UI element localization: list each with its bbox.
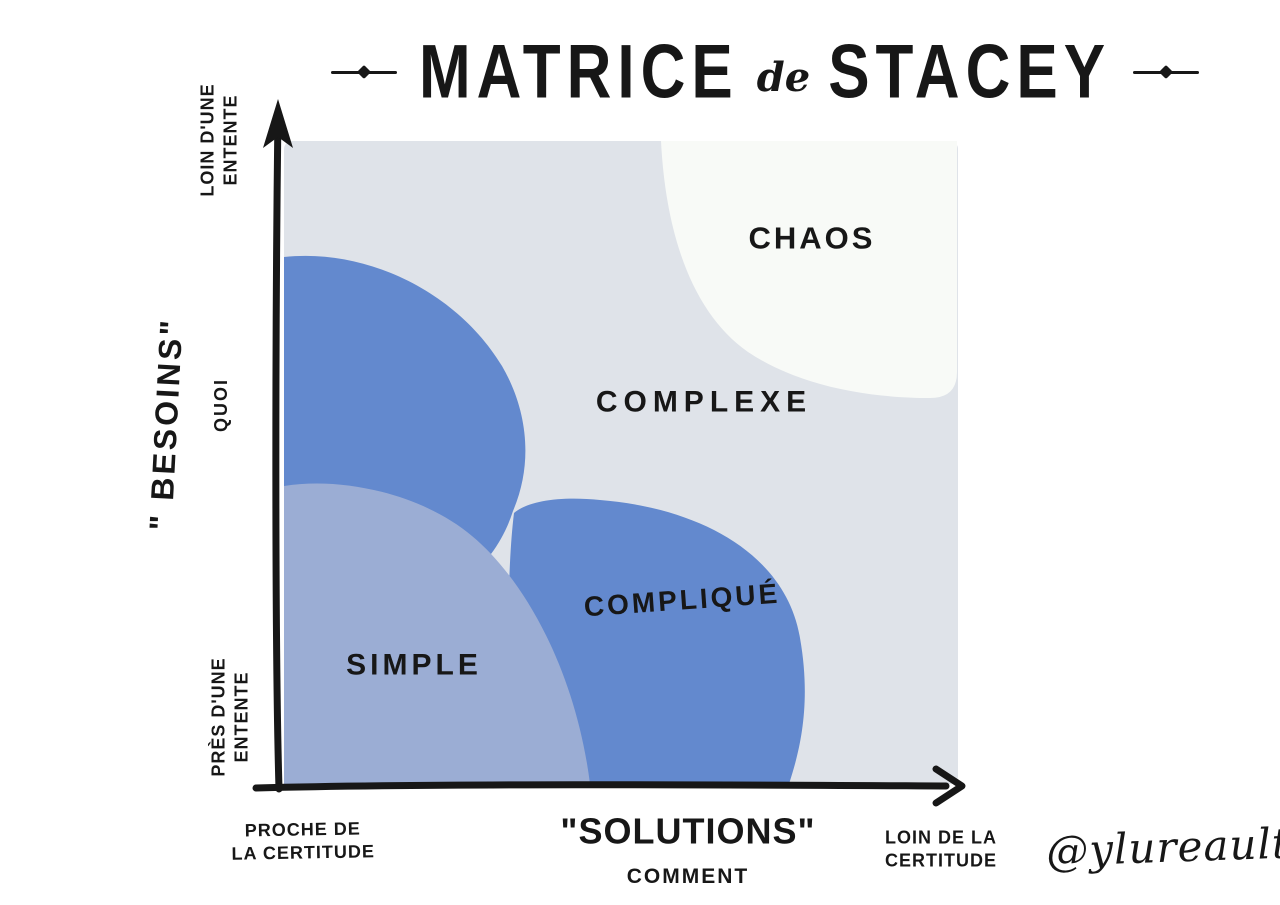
title-flourish-left-icon — [330, 64, 397, 80]
x-axis-line — [252, 781, 950, 792]
region-label-complexe: COMPLEXE — [595, 385, 813, 419]
x-axis-left-label-line1: PROCHE DE — [244, 818, 361, 841]
y-axis-subtitle: QUOI — [210, 377, 231, 433]
title-word-matrice: MATRICE — [418, 29, 739, 115]
x-axis-title: "SOLUTIONS" — [560, 810, 816, 852]
y-axis-top-label-line1: LOIN D'UNE — [197, 83, 218, 197]
y-axis-bottom-label: PRÈS D'UNE ENTENTE — [208, 657, 253, 776]
y-axis-bottom-label-line2: ENTENTE — [231, 671, 251, 763]
y-axis-arrowhead-icon — [263, 99, 293, 148]
y-axis-top-label: LOIN D'UNE ENTENTE — [197, 83, 242, 196]
region-label-simple: SIMPLE — [346, 648, 482, 682]
complique-region-shape — [508, 498, 805, 784]
y-axis-top-label-line2: ENTENTE — [220, 94, 240, 186]
title-word-stacey: STACEY — [828, 29, 1112, 115]
x-axis-right-label: LOIN DE LA CERTITUDE — [885, 827, 997, 872]
x-axis-right-label-line2: CERTITUDE — [885, 850, 997, 870]
x-axis-arrowhead-icon — [932, 765, 966, 807]
chaos-region-shape — [661, 141, 957, 398]
y-axis-line — [272, 108, 283, 793]
x-axis-right-label-line1: LOIN DE LA — [885, 827, 997, 848]
title-flourish-right-icon — [1133, 64, 1200, 80]
x-axis-left-label-line2: LA CERTITUDE — [231, 840, 376, 864]
region-label-chaos: CHAOS — [748, 220, 876, 256]
author-signature: @ylureault — [1045, 818, 1280, 876]
page-title: MATRICE de STACEY — [330, 26, 1200, 118]
y-axis-bottom-label-line1: PRÈS D'UNE — [208, 657, 229, 777]
x-axis-subtitle: COMMENT — [626, 864, 750, 888]
title-word-de: de — [756, 53, 811, 101]
x-axis-left-label: PROCHE DE LA CERTITUDE — [231, 817, 375, 864]
simple-region-shape — [284, 483, 590, 784]
